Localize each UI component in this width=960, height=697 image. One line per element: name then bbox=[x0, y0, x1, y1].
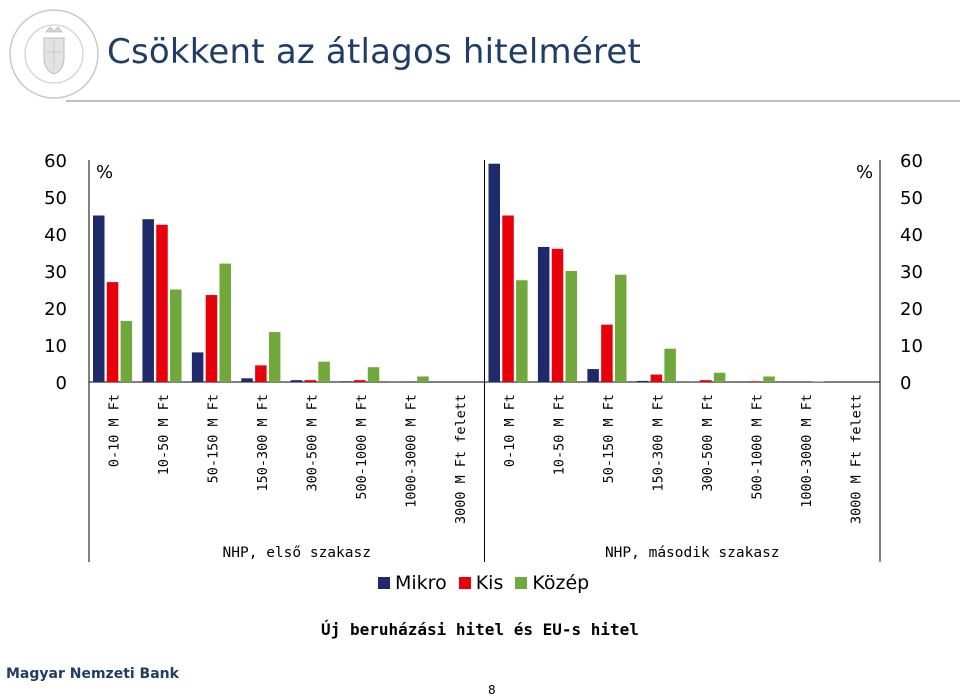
group-label-1: NHP, első szakasz bbox=[223, 545, 371, 561]
x-tick-label-g2-2: 50-150 M Ft bbox=[601, 394, 617, 483]
y-tick-right-10: 10 bbox=[900, 336, 923, 357]
chart-legend: Mikro Kis Közép bbox=[378, 572, 595, 594]
bar-g2-mikro-1 bbox=[537, 246, 550, 382]
chart-subtitle: Új beruházási hitel és EU-s hitel bbox=[321, 620, 639, 639]
x-tick-label-g1-3: 150-300 M Ft bbox=[255, 394, 271, 492]
y-tick-left-10: 10 bbox=[44, 336, 67, 357]
bar-g2-mikro-2 bbox=[587, 369, 599, 382]
legend-swatch-mikro bbox=[378, 577, 390, 589]
bar-g1-mikro-1 bbox=[142, 219, 154, 382]
x-tick-label-g2-1: 10-50 M Ft bbox=[552, 394, 568, 475]
bar-g1-kzp-6 bbox=[417, 376, 429, 382]
legend-label-kozep: Közép bbox=[532, 572, 590, 594]
x-tick-label-g1-2: 50-150 M Ft bbox=[206, 394, 222, 483]
bar-g1-kis-2 bbox=[205, 295, 218, 382]
y-unit-left: % bbox=[96, 162, 113, 183]
bar-g1-kzp-0 bbox=[120, 320, 133, 382]
title-divider bbox=[66, 100, 960, 102]
page-number: 8 bbox=[488, 683, 496, 697]
y-tick-left-40: 40 bbox=[44, 225, 67, 246]
bar-g1-mikro-0 bbox=[93, 215, 105, 382]
bar-g2-kzp-3 bbox=[664, 348, 676, 382]
bar-g2-kis-5 bbox=[749, 381, 761, 382]
bar-g2-mikro-0 bbox=[488, 163, 500, 382]
bar-g1-kis-4 bbox=[304, 380, 317, 382]
legend-item-mikro: Mikro bbox=[378, 572, 447, 594]
x-tick-label-g1-1: 10-50 M Ft bbox=[156, 394, 172, 475]
x-tick-label-g1-4: 300-500 M Ft bbox=[304, 394, 320, 492]
x-tick-label-g2-3: 150-300 M Ft bbox=[651, 394, 667, 492]
bar-g2-kis-0 bbox=[502, 215, 514, 382]
bar-g1-kzp-1 bbox=[170, 289, 182, 382]
x-tick-label-g1-5: 500-1000 M Ft bbox=[354, 394, 370, 500]
x-tick-label-g2-0: 0-10 M Ft bbox=[502, 394, 518, 467]
y-tick-left-0: 0 bbox=[56, 373, 67, 394]
group-label-2: NHP, második szakasz bbox=[605, 545, 780, 561]
bar-g1-kzp-3 bbox=[268, 332, 281, 382]
bar-g2-kzp-4 bbox=[713, 372, 726, 382]
x-tick-label-g2-5: 500-1000 M Ft bbox=[749, 394, 765, 500]
x-tick-label-g2-6: 1000-3000 M Ft bbox=[799, 394, 815, 508]
y-tick-left-50: 50 bbox=[44, 188, 67, 209]
bar-g1-kis-5 bbox=[353, 380, 366, 382]
x-tick-label-g2-4: 300-500 M Ft bbox=[700, 394, 716, 492]
bar-g1-mikro-4 bbox=[290, 380, 303, 382]
bar-g1-kzp-4 bbox=[318, 361, 330, 382]
legend-swatch-kozep bbox=[515, 577, 528, 589]
y-tick-left-30: 30 bbox=[44, 262, 67, 283]
bar-g1-kis-3 bbox=[255, 365, 267, 382]
bar-g1-kis-1 bbox=[156, 224, 168, 382]
x-tick-label-g1-6: 1000-3000 M Ft bbox=[403, 394, 419, 508]
y-tick-right-0: 0 bbox=[900, 373, 911, 394]
y-tick-right-40: 40 bbox=[900, 225, 923, 246]
y-tick-left-20: 20 bbox=[44, 299, 67, 320]
legend-item-kis: Kis bbox=[458, 572, 504, 594]
y-tick-right-20: 20 bbox=[900, 299, 923, 320]
bar-g1-kis-0 bbox=[106, 282, 119, 382]
bar-g2-kis-2 bbox=[601, 324, 613, 382]
bar-g1-mikro-3 bbox=[241, 378, 253, 382]
y-unit-right: % bbox=[856, 162, 873, 183]
y-tick-right-50: 50 bbox=[900, 188, 923, 209]
bar-chart: 60 60 50 50 40 40 30 30 20 20 10 10 0 0% % 0-10 M Ft 10-… bbox=[44, 151, 923, 562]
legend-label-kis: Kis bbox=[475, 572, 504, 594]
bar-g1-kzp-5 bbox=[367, 367, 380, 382]
bar-g1-kzp-2 bbox=[219, 263, 231, 382]
footer-bank-name: Magyar Nemzeti Bank bbox=[6, 666, 179, 682]
bar-g2-mikro-3 bbox=[636, 380, 649, 382]
y-tick-right-30: 30 bbox=[900, 262, 923, 283]
bar-g2-kzp-2 bbox=[614, 274, 627, 382]
bar-g2-kis-4 bbox=[700, 380, 712, 382]
legend-item-kozep: Közép bbox=[515, 572, 589, 594]
legend-label-mikro: Mikro bbox=[395, 572, 447, 594]
bar-g2-kzp-0 bbox=[516, 280, 528, 382]
bar-g2-kzp-5 bbox=[763, 376, 775, 382]
legend-swatch-kis bbox=[458, 577, 471, 589]
bar-g2-kis-3 bbox=[650, 374, 663, 382]
bar-g2-kzp-1 bbox=[565, 271, 578, 382]
bar-g1-mikro-5 bbox=[340, 381, 352, 382]
y-tick-right-60: 60 bbox=[900, 151, 923, 172]
y-tick-left-60: 60 bbox=[44, 151, 67, 172]
x-tick-label-g1-0: 0-10 M Ft bbox=[107, 394, 123, 467]
bar-g2-kis-1 bbox=[551, 248, 564, 382]
bar-g1-mikro-2 bbox=[191, 352, 204, 382]
x-tick-label-g2-7: 3000 M Ft felett bbox=[848, 394, 864, 524]
page-title: Csökkent az átlagos hitelméret bbox=[107, 32, 642, 72]
mnb-logo bbox=[9, 9, 99, 99]
x-tick-label-g1-7: 3000 M Ft felett bbox=[453, 394, 469, 524]
